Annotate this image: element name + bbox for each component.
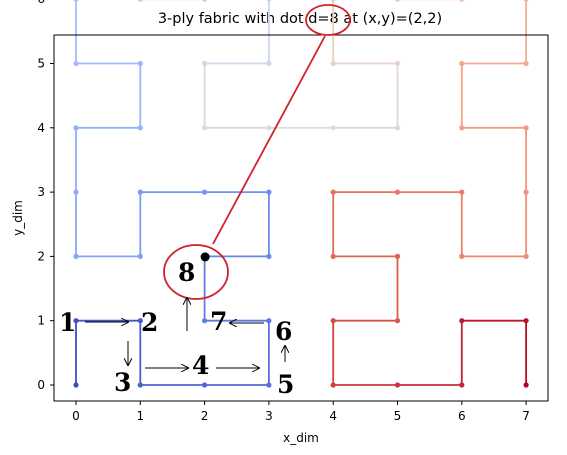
step-label-4: 4 bbox=[192, 351, 209, 380]
path-point bbox=[73, 318, 79, 324]
title-highlight-circle bbox=[305, 4, 351, 36]
path-point bbox=[459, 0, 465, 2]
y-tick-label: 6 bbox=[37, 0, 45, 6]
y-tick-label: 3 bbox=[37, 185, 45, 199]
path-point bbox=[137, 189, 143, 195]
path-point bbox=[137, 318, 143, 324]
y-tick-label: 4 bbox=[37, 121, 45, 135]
step-label-1: 1 bbox=[59, 308, 76, 337]
axes-frame bbox=[53, 34, 549, 402]
path-point bbox=[266, 60, 272, 67]
path-point bbox=[459, 382, 465, 388]
chart-title: 3-ply fabric with dot d=8 at (x,y)=(2,2) bbox=[158, 11, 442, 27]
x-tick-label: 5 bbox=[394, 409, 402, 423]
path-point bbox=[266, 253, 272, 259]
path-point bbox=[266, 382, 272, 388]
path-point bbox=[137, 0, 143, 2]
path-point bbox=[394, 189, 401, 195]
x-tick-label: 2 bbox=[201, 409, 209, 423]
path-point bbox=[137, 60, 143, 67]
x-tick-label: 7 bbox=[522, 409, 530, 423]
path-point bbox=[202, 382, 208, 388]
path-point bbox=[523, 60, 529, 67]
step-arrows bbox=[85, 298, 285, 368]
path-point bbox=[459, 125, 465, 131]
path-point bbox=[459, 60, 465, 67]
path-point bbox=[330, 60, 336, 67]
x-tick-label: 3 bbox=[265, 409, 273, 423]
path-point bbox=[395, 0, 400, 2]
path-point bbox=[137, 253, 143, 259]
path-point bbox=[73, 60, 79, 67]
path-point bbox=[459, 253, 465, 259]
path-point bbox=[73, 189, 79, 195]
path-point bbox=[394, 253, 401, 259]
path-point bbox=[202, 189, 208, 195]
path-point bbox=[394, 60, 401, 67]
step-label-5: 5 bbox=[277, 370, 294, 399]
path-point bbox=[266, 318, 272, 324]
path-point bbox=[202, 0, 208, 2]
plot-area bbox=[73, 0, 529, 388]
path-point bbox=[523, 189, 529, 195]
x-axis: 0 1 2 3 4 5 6 7 bbox=[72, 401, 530, 423]
path-point bbox=[330, 189, 336, 195]
path-point bbox=[202, 318, 208, 324]
path-point bbox=[330, 253, 336, 259]
x-tick-label: 4 bbox=[329, 409, 337, 423]
step-label-8: 8 bbox=[178, 258, 195, 287]
highlight-dot bbox=[200, 252, 210, 262]
path-point bbox=[523, 125, 529, 131]
path-point bbox=[330, 382, 336, 388]
path-point bbox=[266, 189, 272, 195]
path-point bbox=[523, 318, 529, 324]
path-point bbox=[137, 382, 143, 388]
x-axis-label: x_dim bbox=[283, 431, 319, 445]
path-point bbox=[394, 318, 401, 324]
x-tick-label: 0 bbox=[72, 409, 80, 423]
y-tick-label: 0 bbox=[37, 378, 45, 392]
path-point bbox=[523, 0, 529, 2]
y-tick-label: 1 bbox=[37, 314, 45, 328]
path-point bbox=[266, 125, 272, 131]
path-point bbox=[330, 0, 336, 2]
path-point bbox=[459, 189, 465, 195]
dot-highlight-circle bbox=[163, 244, 229, 300]
y-axis-label: y_dim bbox=[11, 200, 25, 236]
step-label-6: 6 bbox=[275, 317, 292, 346]
annotation-connector-line bbox=[212, 35, 326, 245]
y-tick-label: 5 bbox=[37, 57, 45, 71]
path-point bbox=[330, 318, 336, 324]
path-point bbox=[394, 382, 401, 388]
path-point bbox=[523, 253, 529, 259]
step-annotations: 1 2 3 4 5 6 7 8 bbox=[59, 258, 294, 399]
path-point bbox=[523, 382, 529, 388]
path-point bbox=[266, 0, 272, 2]
path-point bbox=[330, 125, 336, 131]
step-label-3: 3 bbox=[114, 368, 131, 397]
path-point bbox=[137, 125, 143, 131]
path-point bbox=[73, 0, 79, 2]
path-point bbox=[202, 60, 208, 67]
x-tick-label: 1 bbox=[136, 409, 144, 423]
path-point bbox=[73, 125, 79, 131]
y-tick-label: 2 bbox=[37, 249, 45, 263]
x-tick-label: 6 bbox=[458, 409, 466, 423]
step-label-7: 7 bbox=[210, 307, 227, 336]
path-point bbox=[73, 382, 79, 388]
path-point bbox=[394, 125, 401, 131]
path-point bbox=[73, 253, 79, 259]
step-label-2: 2 bbox=[141, 308, 158, 337]
path-point bbox=[459, 318, 465, 324]
path-point bbox=[202, 125, 208, 131]
